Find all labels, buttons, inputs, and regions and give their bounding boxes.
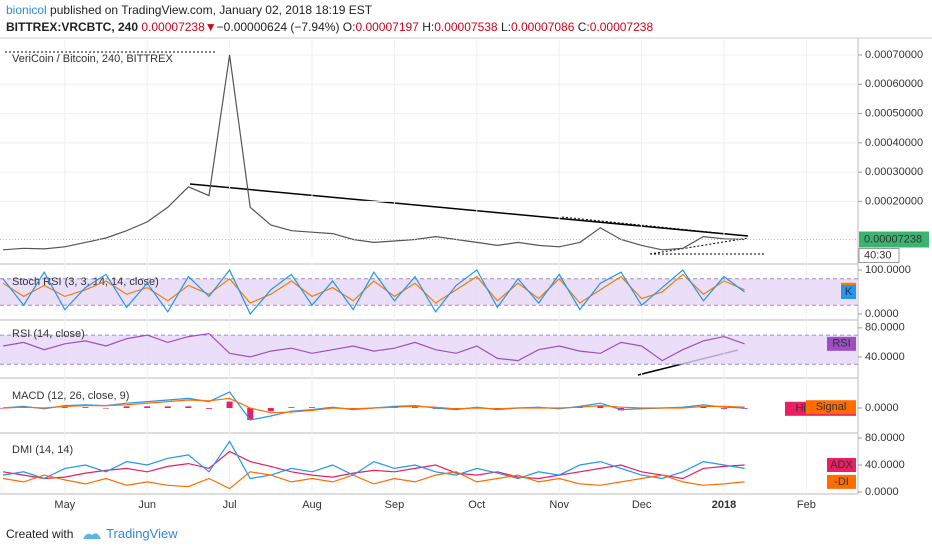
y-tick-label: 0.00060000 [865, 78, 923, 90]
footer: Created with TradingView [6, 526, 178, 541]
legend-tag [841, 285, 856, 299]
legend-label: K [845, 286, 853, 298]
histogram-bar [597, 405, 604, 408]
band [0, 335, 858, 365]
y-tick-label: 40.0000 [865, 351, 905, 363]
x-tick-label: Feb [797, 499, 816, 511]
x-tick-label: Oct [468, 499, 485, 511]
countdown-tag [858, 248, 900, 263]
pane-title: DMI (14, 14) [12, 444, 73, 456]
countdown-label: 40:30 [864, 249, 892, 261]
brand[interactable]: TradingView [106, 526, 178, 541]
h-label: H: [422, 20, 435, 34]
symbol-line: BITTREX:VRCBTC, 240 0.00007238▼−0.000006… [6, 20, 653, 34]
y-tick-label: 0.0000 [865, 486, 899, 498]
y-tick-label: 0.00030000 [865, 166, 923, 178]
x-tick-label: Aug [302, 499, 322, 511]
l-label: L: [500, 20, 511, 34]
x-tick-label: Sep [385, 499, 405, 511]
chart: May Jun Jul Aug Sep Oct Nov Dec 2018 Feb 0.0002000… [0, 37, 932, 511]
publish-line: bionicol published on TradingView.com, J… [6, 3, 372, 17]
y-tick-label: 80.0000 [865, 432, 905, 444]
series-line [2, 273, 745, 304]
o-label: O: [342, 20, 356, 34]
histogram-bar [144, 406, 151, 408]
y-tick-label: 0.00020000 [865, 195, 923, 207]
change: −0.00000624 (−7.94%) [216, 20, 340, 34]
histogram-bar [123, 406, 130, 408]
high: 0.00007538 [434, 20, 498, 34]
x-tick-label: May [54, 499, 75, 511]
pane-title: MACD (12, 26, close, 9) [12, 390, 129, 402]
pane-title: RSI (14, close) [12, 328, 85, 340]
legend-tag [827, 458, 856, 472]
histogram-bar [741, 408, 748, 409]
y-tick-label: 80.0000 [865, 322, 905, 334]
y-tick-label: 0.00070000 [865, 49, 923, 61]
pane-title: Stoch RSI (3, 3, 14, 14, close) [12, 276, 159, 288]
histogram-bar [412, 407, 418, 408]
last: 0.00007238 [141, 20, 205, 34]
series-line [2, 268, 745, 316]
y-tick-label: 40.0000 [865, 459, 905, 471]
close: 0.00007238 [589, 20, 654, 34]
open: 0.00007197 [355, 20, 419, 34]
histogram-bar [309, 407, 315, 408]
pane-title: VeriCoin / Bitcoin, 240, BITTREX [12, 53, 173, 65]
histogram-bar [61, 407, 68, 408]
histogram-bar [103, 408, 109, 409]
x-tick-label: Nov [549, 499, 569, 511]
arrow: ▼ [204, 20, 217, 34]
legend-label: -DI [834, 476, 849, 488]
y-tick-label: 100.0000 [865, 264, 911, 276]
symbol: BITTREX:VRCBTC, 240 [6, 20, 139, 34]
trend-line [561, 216, 749, 237]
low: 0.00007086 [510, 20, 575, 34]
logo [82, 533, 101, 539]
y-tick-label: 0.0000 [865, 402, 899, 414]
c-label: C: [577, 20, 590, 34]
legend-tag [806, 400, 856, 415]
author[interactable]: bionicol [6, 3, 47, 17]
legend-tag [827, 474, 856, 489]
histogram-bar [226, 401, 233, 408]
histogram-bar [82, 407, 89, 408]
histogram-bar [247, 408, 254, 420]
legend-label: ADX [830, 459, 853, 471]
series-line [2, 397, 745, 414]
created: Created with [6, 527, 74, 541]
legend-label: Signal [816, 401, 847, 413]
y-tick-label: 0.00050000 [865, 107, 923, 119]
x-tick-label: Jul [223, 499, 237, 511]
series-line [2, 332, 745, 362]
x-tick-label: 2018 [712, 499, 736, 511]
histogram-bar [288, 407, 295, 408]
x-tick-label: Jun [138, 499, 156, 511]
legend-tag [827, 336, 856, 351]
series-line [2, 471, 745, 490]
histogram-bar [164, 406, 171, 408]
legend-label: RSI [832, 338, 850, 350]
series-line [2, 450, 745, 480]
x-tick-label: Dec [632, 499, 652, 511]
histogram-bar [700, 406, 707, 408]
trend-line [189, 183, 749, 237]
histogram-bar [721, 408, 727, 409]
trend-line [649, 237, 749, 255]
histogram-bar [0, 408, 6, 409]
price-tag-label: 0.00007238 [864, 233, 922, 245]
series-line [2, 440, 745, 480]
y-tick-label: 0.00040000 [865, 137, 923, 149]
published: published on TradingView.com, January 02… [50, 3, 373, 17]
y-tick-label: 0.0000 [865, 308, 899, 320]
histogram-bar [267, 408, 274, 412]
histogram-bar [206, 408, 212, 409]
histogram-bar [185, 406, 192, 408]
price-tag [859, 231, 929, 248]
